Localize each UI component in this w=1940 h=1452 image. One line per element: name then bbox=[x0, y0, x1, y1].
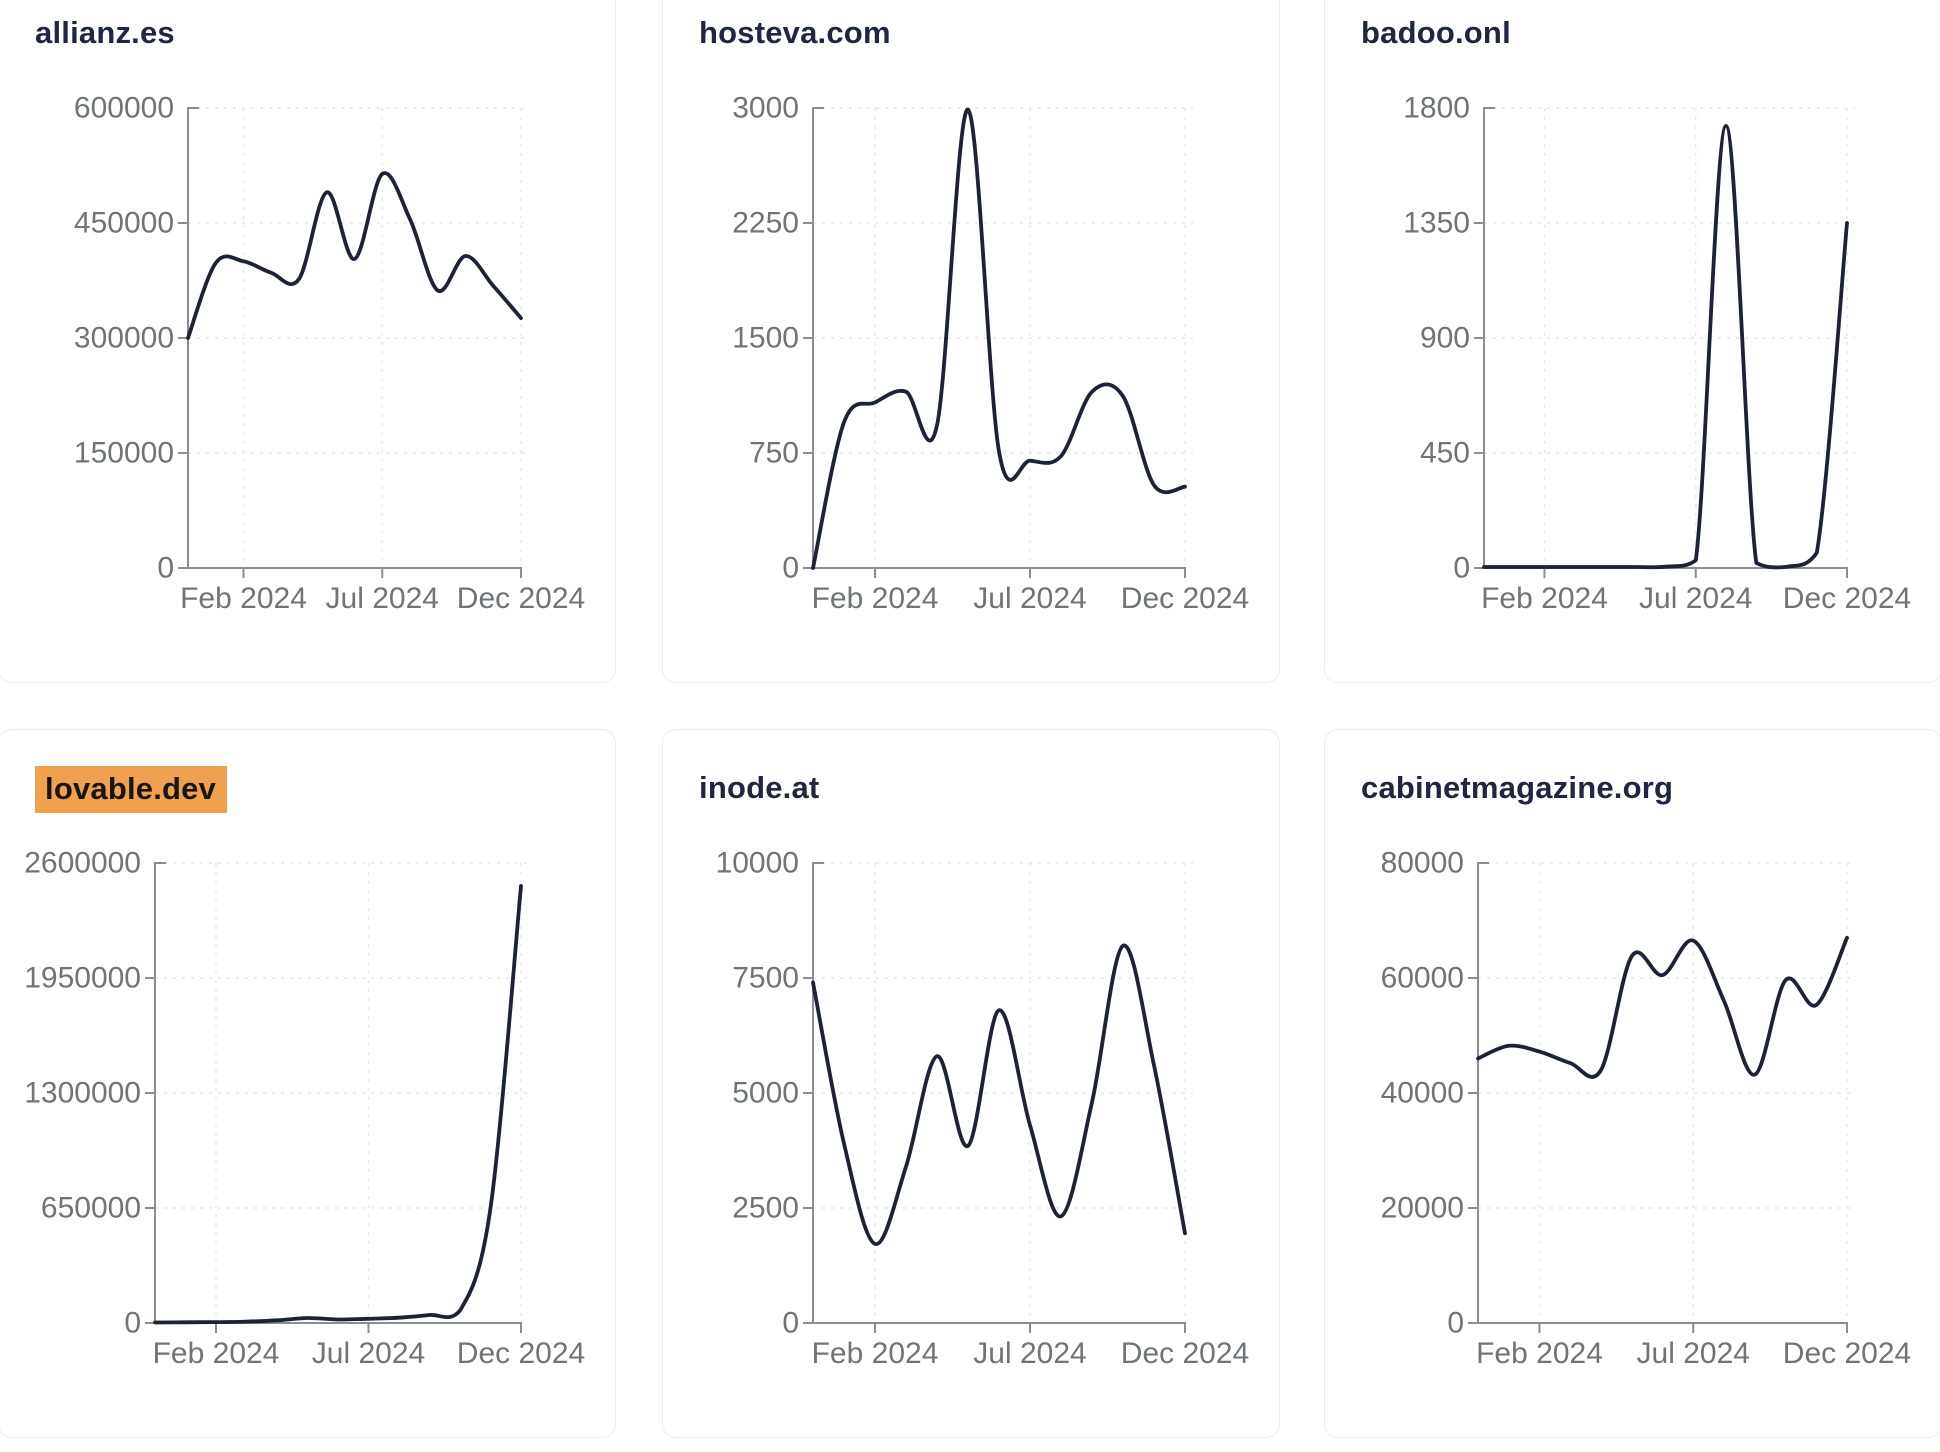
line-chart: 0 150000 300000 450000 600000 Feb 2024 Jul 202… bbox=[74, 92, 585, 616]
y-tick-label: 150000 bbox=[74, 437, 174, 470]
x-tick-label: Dec 2024 bbox=[457, 582, 585, 615]
x-tick-label: Jul 2024 bbox=[973, 582, 1086, 615]
line-chart: 0 450 900 1350 1800 Feb 2024 Jul 2024 Dec 2024 bbox=[1403, 92, 1911, 616]
y-tick-label: 0 bbox=[782, 552, 799, 585]
x-tick-label: Jul 2024 bbox=[312, 1337, 425, 1370]
card-title-text: cabinetmagazine.org bbox=[1361, 770, 1674, 805]
card-title-text: inode.at bbox=[699, 770, 820, 805]
y-tick-label: 80000 bbox=[1381, 847, 1464, 880]
y-tick-label: 0 bbox=[782, 1307, 799, 1340]
card-title: lovable.dev bbox=[35, 766, 228, 813]
y-tick-label: 3000 bbox=[732, 92, 799, 125]
line-chart: 0 750 1500 2250 3000 Feb 2024 Jul 2024 Dec 2024 bbox=[732, 92, 1249, 616]
domain-chart-card: cabinetmagazine.org 0 20000 40000 60000 8000… bbox=[1324, 729, 1940, 1438]
card-title: inode.at bbox=[699, 770, 819, 806]
y-tick-label: 2500 bbox=[732, 1192, 799, 1225]
x-tick-label: Feb 2024 bbox=[812, 1337, 939, 1370]
y-tick-label: 1300000 bbox=[24, 1077, 141, 1110]
x-tick-label: Dec 2024 bbox=[1121, 1337, 1249, 1370]
y-tick-label: 40000 bbox=[1381, 1077, 1464, 1110]
y-tick-label: 20000 bbox=[1381, 1192, 1464, 1225]
data-line bbox=[153, 884, 523, 1325]
x-tick-label: Dec 2024 bbox=[1121, 582, 1249, 615]
data-line bbox=[186, 171, 523, 340]
y-tick-label: 7500 bbox=[732, 962, 799, 995]
data-line bbox=[811, 107, 1187, 570]
domain-chart-card: badoo.onl 0 450 900 1350 1800 Feb 2024 Jul 202… bbox=[1324, 0, 1940, 683]
card-title-text: hosteva.com bbox=[699, 15, 891, 50]
y-tick-label: 1800 bbox=[1403, 92, 1470, 125]
card-title-text: badoo.onl bbox=[1361, 15, 1511, 50]
domain-chart-card: inode.at 0 2500 5000 7500 10000 Feb 2024 Jul 2… bbox=[662, 729, 1280, 1438]
x-tick-label: Dec 2024 bbox=[457, 1337, 585, 1370]
y-tick-label: 60000 bbox=[1381, 962, 1464, 995]
x-tick-label: Feb 2024 bbox=[1481, 582, 1608, 615]
y-tick-label: 600000 bbox=[74, 92, 174, 125]
y-tick-label: 0 bbox=[1453, 552, 1470, 585]
domain-chart-card: allianz.es 0 150000 300000 450000 600000 Feb … bbox=[0, 0, 616, 683]
y-tick-label: 1950000 bbox=[24, 962, 141, 995]
card-title: badoo.onl bbox=[1361, 15, 1511, 51]
y-tick-label: 450000 bbox=[74, 207, 174, 240]
y-tick-label: 300000 bbox=[74, 322, 174, 355]
x-tick-label: Feb 2024 bbox=[153, 1337, 280, 1370]
data-line bbox=[811, 943, 1187, 1246]
y-tick-label: 0 bbox=[157, 552, 174, 585]
y-tick-label: 5000 bbox=[732, 1077, 799, 1110]
card-title: cabinetmagazine.org bbox=[1361, 770, 1673, 806]
x-tick-label: Jul 2024 bbox=[1639, 582, 1752, 615]
card-title-text: lovable.dev bbox=[35, 766, 228, 813]
y-tick-label: 2250 bbox=[732, 207, 799, 240]
card-title-text: allianz.es bbox=[35, 15, 175, 50]
x-tick-label: Jul 2024 bbox=[1637, 1337, 1750, 1370]
x-tick-label: Jul 2024 bbox=[326, 582, 439, 615]
line-chart: 0 2500 5000 7500 10000 Feb 2024 Jul 2024 Dec 20… bbox=[716, 847, 1250, 1371]
card-title: allianz.es bbox=[35, 15, 175, 51]
x-tick-label: Feb 2024 bbox=[1476, 1337, 1603, 1370]
data-line bbox=[1476, 935, 1849, 1079]
x-tick-label: Feb 2024 bbox=[180, 582, 307, 615]
y-tick-label: 10000 bbox=[716, 847, 799, 880]
y-tick-label: 650000 bbox=[41, 1192, 141, 1225]
domain-chart-card: hosteva.com 0 750 1500 2250 3000 Feb 2024 Jul … bbox=[662, 0, 1280, 683]
card-title: hosteva.com bbox=[699, 15, 891, 51]
y-tick-label: 1500 bbox=[732, 322, 799, 355]
y-tick-label: 0 bbox=[124, 1307, 141, 1340]
y-tick-label: 0 bbox=[1447, 1307, 1464, 1340]
x-tick-label: Feb 2024 bbox=[812, 582, 939, 615]
x-tick-label: Jul 2024 bbox=[973, 1337, 1086, 1370]
data-line bbox=[1482, 123, 1849, 570]
y-tick-label: 2600000 bbox=[24, 847, 141, 880]
y-tick-label: 450 bbox=[1420, 437, 1470, 470]
x-tick-label: Dec 2024 bbox=[1783, 1337, 1911, 1370]
y-tick-label: 900 bbox=[1420, 322, 1470, 355]
x-tick-label: Dec 2024 bbox=[1783, 582, 1911, 615]
line-chart: 0 650000 1300000 1950000 2600000 Feb 2024 Jul … bbox=[24, 847, 585, 1371]
domain-chart-card: lovable.dev 0 650000 1300000 1950000 2600000… bbox=[0, 729, 616, 1438]
y-tick-label: 750 bbox=[749, 437, 799, 470]
y-tick-label: 1350 bbox=[1403, 207, 1470, 240]
line-chart: 0 20000 40000 60000 80000 Feb 2024 Jul 2024 Dec… bbox=[1381, 847, 1912, 1371]
